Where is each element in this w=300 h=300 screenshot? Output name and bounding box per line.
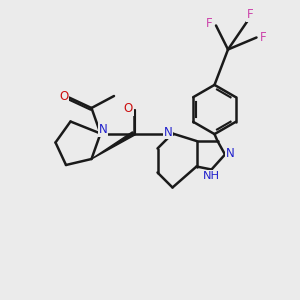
Text: F: F [247, 8, 254, 21]
Text: N: N [98, 123, 107, 136]
Text: O: O [59, 90, 68, 103]
Text: O: O [124, 102, 133, 115]
Text: NH: NH [203, 171, 220, 181]
Text: F: F [260, 31, 266, 44]
Text: F: F [206, 16, 213, 30]
Polygon shape [92, 132, 134, 159]
Text: N: N [226, 146, 235, 160]
Text: N: N [164, 125, 172, 139]
